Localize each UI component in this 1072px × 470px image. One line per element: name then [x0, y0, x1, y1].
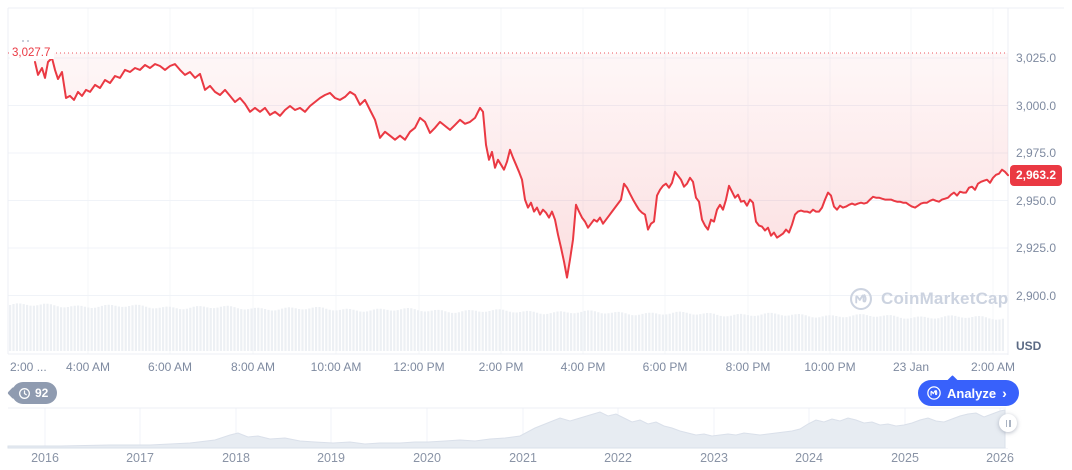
coinmarketcap-logo-icon [927, 386, 941, 400]
navigator-drag-handle[interactable] [999, 414, 1017, 432]
y-axis-tick-label: 2,975.0 [1016, 146, 1057, 160]
currency-unit-label: USD [1016, 339, 1042, 353]
x-axis-tick-label: 23 Jan [892, 360, 930, 374]
history-count: 92 [35, 386, 49, 400]
x-axis-tick-label: 2:00 PM [478, 360, 524, 374]
navigator-year-label: 2026 [986, 451, 1014, 465]
y-axis-tick-label: 2,950.0 [1016, 193, 1057, 208]
navigator-year-label: 2020 [413, 451, 441, 465]
x-axis-tick-label: 10:00 PM [804, 360, 856, 374]
coinmarketcap-watermark: CoinMarketCap [848, 286, 1008, 312]
navigator-range-selector[interactable] [8, 407, 1008, 449]
watermark-label: CoinMarketCap [881, 289, 1009, 308]
navigator-year-label: 2016 [31, 451, 59, 465]
y-axis-tick-label: 2,900.0 [1016, 288, 1057, 303]
navigator-year-label: 2025 [891, 451, 919, 465]
x-axis-tick-label: 10:00 AM [310, 360, 362, 374]
x-axis-tick-label: 12:00 PM [393, 360, 445, 374]
x-axis-tick-label: 8:00 PM [725, 360, 771, 374]
navigator-year-label: 2021 [509, 451, 537, 465]
marker-dots [22, 40, 34, 43]
x-axis-tick-label: 6:00 AM [147, 360, 193, 374]
x-axis-tick-label: 2:00 ... [10, 360, 47, 374]
navigator-year-label: 2024 [795, 451, 823, 465]
navigator-year-label: 2022 [604, 451, 632, 465]
chevron-right-icon: › [1002, 385, 1007, 401]
analyze-button-label: Analyze [947, 385, 997, 401]
current-price-badge: 2,963.2 [1010, 165, 1063, 186]
y-axis-tick-label: 3,025.0 [1016, 51, 1057, 65]
y-axis-tick-label: 3,000.0 [1016, 98, 1057, 113]
navigator-year-label: 2019 [317, 451, 345, 465]
x-axis-tick-label: 4:00 PM [560, 360, 606, 374]
reference-price-label: 3,027.7 [10, 47, 55, 59]
y-axis-tick-label: 2,925.0 [1016, 241, 1057, 255]
navigator-year-label: 2017 [126, 451, 154, 465]
x-axis-tick-label: 8:00 AM [230, 360, 276, 374]
coinmarketcap-logo-icon [850, 288, 872, 310]
x-axis-tick-label: 2:00 AM [970, 360, 1016, 374]
clock-history-icon [19, 387, 30, 399]
x-axis-tick-label: 6:00 PM [642, 360, 688, 374]
x-axis-tick-label: 4:00 AM [65, 360, 111, 374]
analyze-button[interactable]: Analyze › [918, 380, 1019, 406]
navigator-year-label: 2023 [700, 451, 728, 465]
history-count-badge[interactable]: 92 [12, 382, 58, 404]
navigator-year-label: 2018 [222, 451, 250, 465]
